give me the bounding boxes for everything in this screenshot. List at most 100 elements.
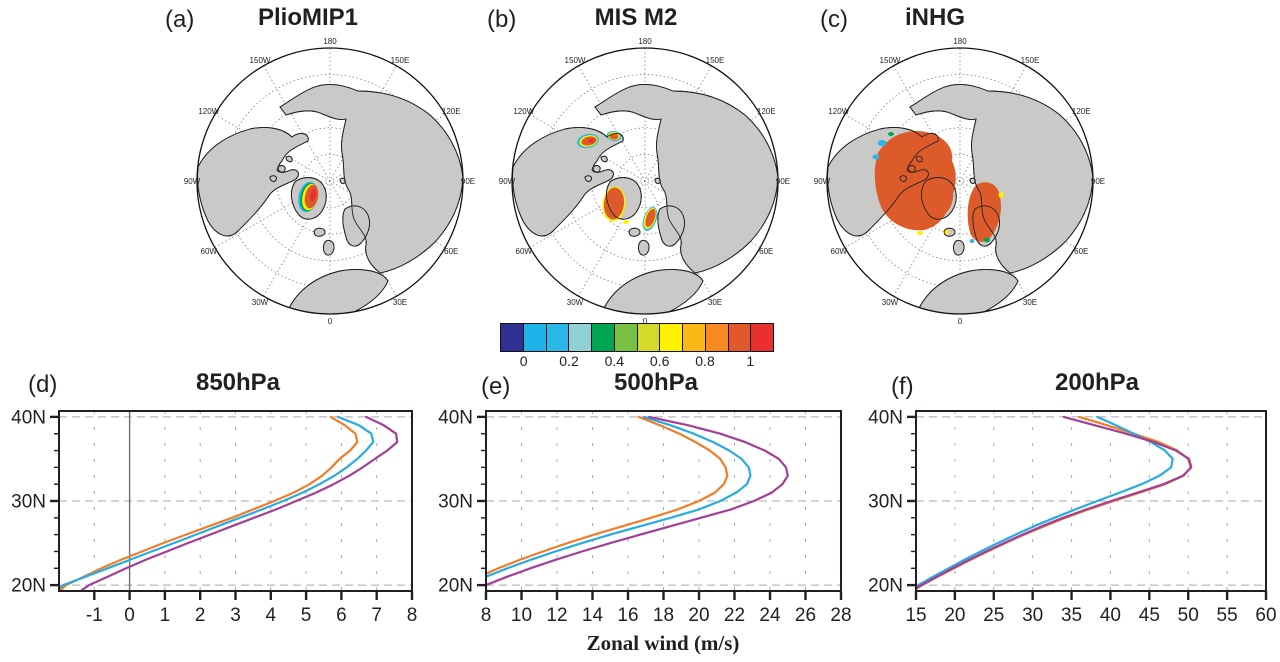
azimuth-labels: 180 150E 120E 90E 60E 30E 0 30W 60W 90W 120W 150W (499, 37, 790, 326)
y-tick-label: 30N (438, 492, 473, 513)
map-title-inhg: iNHG (905, 4, 965, 31)
azimuth-label: 150E (1021, 56, 1040, 65)
chart-e: 8 10 12 14 16 18 20 22 24 26 28 20N 30N 40N (438, 407, 851, 626)
landmasses (197, 84, 463, 314)
azimuth-label: 120E (1072, 107, 1091, 116)
x-tick-label: 18 (653, 605, 674, 626)
colorbar-cell-11 (751, 324, 773, 351)
y-tick-label: 20N (11, 576, 46, 597)
azimuth-label: 150W (250, 56, 271, 65)
x-tick-labels: 8 10 12 14 16 18 20 22 24 26 28 (481, 605, 852, 626)
azimuth-label: 180 (638, 37, 652, 46)
x-tick-label: 20 (944, 605, 965, 626)
azimuth-label: 60W (516, 247, 533, 256)
x-tick-label: 25 (983, 605, 1004, 626)
azimuth-label: 150W (880, 56, 901, 65)
curves (59, 415, 399, 591)
azimuth-label: 60W (831, 247, 848, 256)
azimuth-label: 30W (882, 298, 899, 307)
x-tick-label: 2 (195, 605, 206, 626)
x-tick-label: 10 (511, 605, 532, 626)
x-tick-labels: -1 0 1 2 3 4 5 6 7 8 (86, 605, 417, 626)
panel-letter-e: (e) (481, 373, 511, 400)
azimuth-label: 60E (759, 247, 773, 256)
colorbar-cell-0 (501, 324, 524, 351)
x-tick-label: 22 (724, 605, 745, 626)
azimuth-labels: 180 150E 120E 90E 60E 30E 0 30W 60W 90W 120W 150W (184, 37, 475, 326)
landmasses (512, 84, 778, 314)
colorbar-cell-8 (683, 324, 706, 351)
curve-cyan (916, 415, 1174, 588)
colorbar-tick-label: 1 (746, 353, 755, 369)
x-tick-label: 12 (546, 605, 567, 626)
colorbar-cell-3 (569, 324, 592, 351)
x-tick-label: 50 (1178, 605, 1199, 626)
azimuth-label: 120E (442, 107, 461, 116)
x-tick-label: -1 (86, 605, 103, 626)
x-tick-label: 0 (124, 605, 135, 626)
curve-orange (59, 415, 359, 591)
x-tick-label: 8 (407, 605, 418, 626)
y-tick-label: 40N (438, 407, 473, 428)
curve-cyan (59, 415, 375, 591)
x-tick-label: 20 (688, 605, 709, 626)
azimuth-label: 120W (513, 107, 534, 116)
map-title-mism2: MIS M2 (594, 4, 678, 31)
y-tick-label: 30N (11, 492, 46, 513)
polar-map-mism2: 180 150E 120E 90E 60E 30E 0 30W 60W 90W 120W 150W (499, 37, 790, 326)
azimuth-label: 90W (499, 177, 516, 186)
y-tick-labels: 20N 30N 40N (11, 407, 46, 596)
map-boundary (511, 47, 779, 315)
axis-ticks (50, 415, 414, 600)
panel-letter-c: (c) (820, 6, 848, 33)
panel-letter-f: (f) (891, 373, 914, 400)
x-tick-label: 40 (1100, 605, 1121, 626)
azimuth-label: 90E (461, 177, 475, 186)
x-tick-label: 8 (481, 605, 492, 626)
chart-f: 15 20 25 30 35 40 45 50 55 60 20N 30N 40N (868, 407, 1276, 626)
colorbar-cell-1 (523, 324, 547, 351)
polar-map-inhg: 180 150E 120E 90E 60E 30E 0 30W 60W 90W 120W 150W (814, 37, 1105, 326)
ice-fraction-colorbar: 0 0.2 0.4 0.6 0.8 1 (500, 323, 774, 369)
chart-title-850hpa: 850hPa (195, 369, 281, 396)
curve-cyan (486, 415, 752, 578)
y-tick-label: 30N (868, 492, 903, 513)
colorbar-cell-2 (546, 324, 570, 351)
x-tick-label: 35 (1061, 605, 1082, 626)
y-tick-labels: 20N 30N 40N (868, 407, 903, 596)
azimuth-label: 30W (252, 298, 269, 307)
azimuth-labels: 180 150E 120E 90E 60E 30E 0 30W 60W 90W 120W 150W (814, 37, 1105, 326)
azimuth-label: 60E (444, 247, 458, 256)
colorbar-tick-label: 0.6 (649, 353, 670, 369)
colorbar-cell-6 (637, 324, 661, 351)
azimuth-label: 150E (706, 56, 725, 65)
azimuth-label: 0 (643, 317, 648, 326)
landmasses (827, 84, 1093, 314)
x-tick-label: 6 (336, 605, 347, 626)
azimuth-label: 60E (1074, 247, 1088, 256)
panel-letter-d: (d) (28, 371, 58, 398)
curve-orange (486, 415, 729, 575)
gridlines (485, 411, 842, 591)
colorbar-cell-5 (614, 324, 638, 351)
x-tick-label: 7 (371, 605, 382, 626)
curve-purple (486, 415, 789, 587)
x-tick-label: 24 (759, 605, 781, 626)
curve-purple (80, 415, 399, 591)
minor-ticks (481, 433, 486, 569)
azimuth-label: 90E (1091, 177, 1105, 186)
azimuth-label: 30E (708, 298, 722, 307)
azimuth-label: 30W (567, 298, 584, 307)
map-title-pliomip1: PlioMIP1 (257, 4, 359, 31)
x-tick-label: 15 (905, 605, 926, 626)
minor-ticks (54, 433, 59, 569)
x-tick-label: 28 (830, 605, 851, 626)
azimuth-label: 0 (958, 317, 963, 326)
azimuth-label: 90W (184, 177, 201, 186)
colorbar-cell-4 (592, 324, 615, 351)
x-tick-label: 55 (1217, 605, 1238, 626)
axis-ticks (907, 415, 1268, 600)
x-tick-label: 14 (582, 605, 604, 626)
y-tick-label: 40N (868, 407, 903, 428)
